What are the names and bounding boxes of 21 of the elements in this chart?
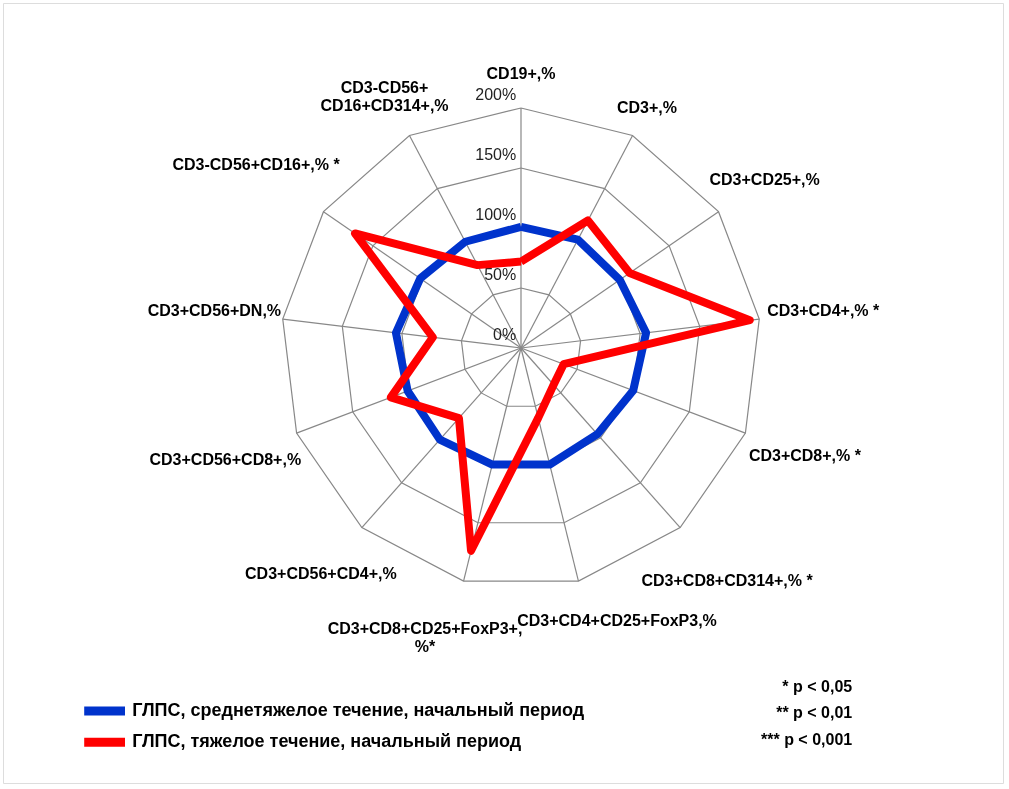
y-tick-label: 100% (475, 206, 517, 223)
y-tick-label: 0% (493, 326, 517, 343)
legend-label: ГЛПС, среднетяжелое течение, начальный период (132, 700, 585, 720)
spoke-label: CD3+CD4+,% * (767, 302, 880, 320)
spoke-label: CD3+,% (616, 99, 677, 117)
spoke-label: CD3+CD25+,% (709, 170, 820, 188)
spoke-label: CD3+CD8+,% * (748, 446, 862, 464)
y-tick-label: 150% (475, 146, 517, 163)
spoke-label: CD3-CD56+ CD16+CD314+,% (320, 79, 449, 115)
spoke-label: CD3+CD8+CD314+,% * (641, 571, 814, 589)
text: *** p < 0,001 (761, 730, 853, 748)
spoke-label: CD3+CD56+CD4+,% (245, 564, 397, 582)
spoke-label: CD19+,% (486, 65, 556, 82)
y-tick-label: 50% (484, 266, 517, 283)
text: ** p < 0,01 (776, 704, 853, 722)
spoke-label: CD3+CD56+DN,% (147, 301, 282, 319)
legend-label: ГЛПС, тяжелое течение, начальный период (132, 731, 522, 752)
spoke-label: CD3-CD56+CD16+,% * (172, 156, 341, 174)
text: * p < 0,05 (782, 678, 853, 695)
spoke-label: CD3+CD56+CD8+,% (149, 451, 302, 469)
y-tick-label: 200% (475, 86, 517, 103)
